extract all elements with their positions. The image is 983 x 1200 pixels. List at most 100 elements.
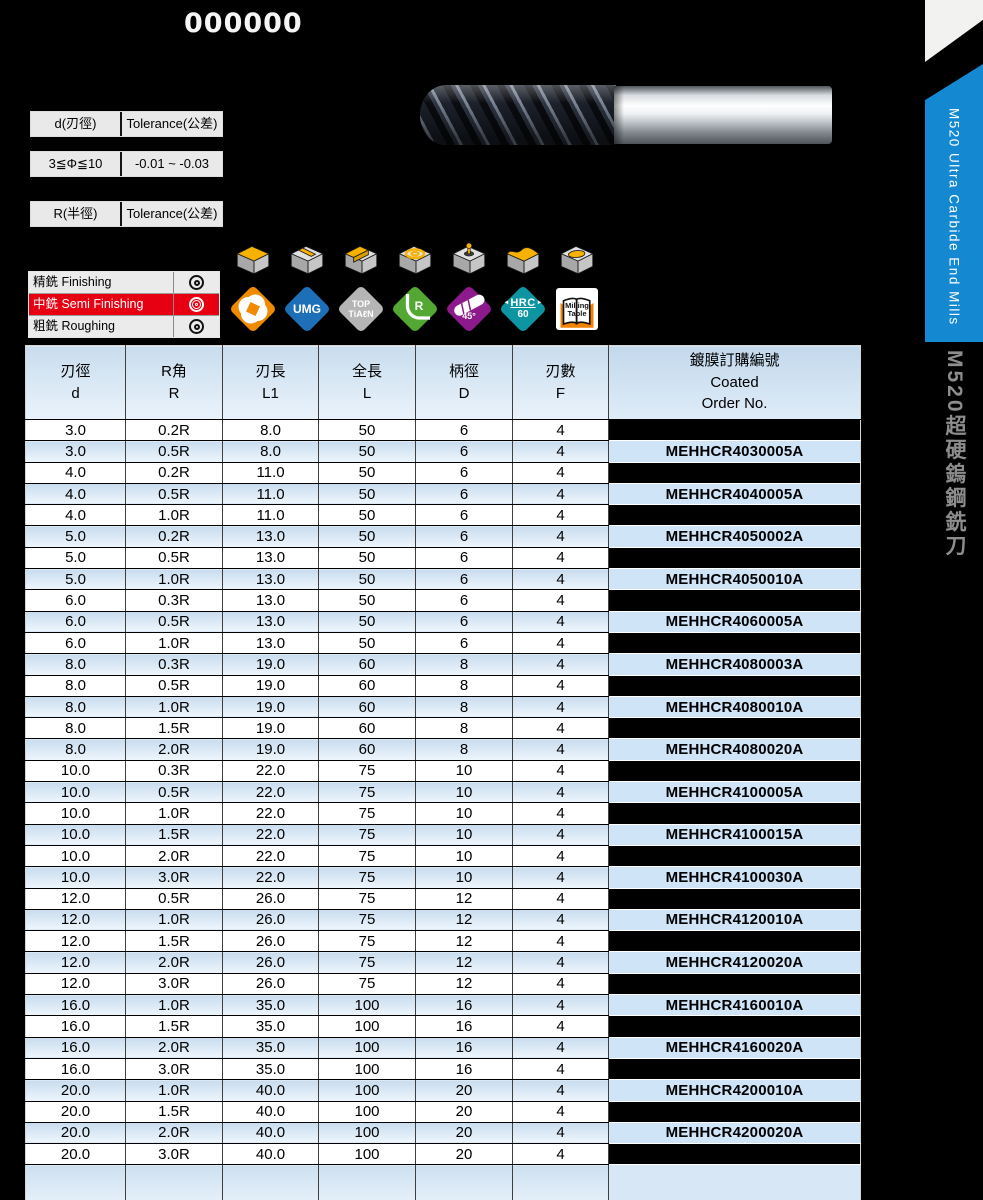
order-no-cell (608, 632, 861, 655)
order-no-cell: MEHHCR4120010A (608, 909, 861, 932)
table-row: 4.0 0.2R 11.0 50 6 4 (25, 462, 861, 484)
spec-cell: 50 (318, 504, 416, 527)
spec-cell: 4 (512, 1122, 609, 1145)
helix-45-badge: 45° (444, 284, 494, 334)
spec-cell: 11.0 (222, 483, 319, 506)
table-row: 12.0 2.0R 26.0 75 12 4 MEHHCR4120020A (25, 951, 861, 974)
spec-cell: 6 (415, 589, 513, 612)
order-no-cell: MEHHCR4050002A (608, 525, 861, 548)
spec-cell: 10.0 (25, 802, 126, 825)
spec-cell: 3.0R (125, 1143, 223, 1166)
spec-cell: 0.3R (125, 589, 223, 612)
spec-cell: 10.0 (25, 760, 126, 783)
spec-cell: 10 (415, 802, 513, 825)
corner-radius-icon (405, 294, 430, 320)
spec-cell: 16.0 (25, 994, 126, 1017)
spec-cell: 22.0 (222, 781, 319, 804)
spec-cell: 6 (415, 440, 513, 463)
table-row: 12.0 1.0R 26.0 75 12 4 MEHHCR4120010A (25, 909, 861, 932)
spec-cell: 4 (512, 419, 609, 442)
tolerance-cell: -0.01 ~ -0.03 (122, 152, 222, 176)
right-arrow-icon: ► (536, 300, 543, 306)
order-no-cell (608, 504, 861, 527)
spec-cell: 50 (318, 525, 416, 548)
spec-cell: 8.0 (222, 419, 319, 442)
table-row: 10.0 0.3R 22.0 75 10 4 (25, 760, 861, 783)
spec-cell: 50 (318, 419, 416, 442)
spec-cell: 20 (415, 1079, 513, 1102)
finishing-table: 精銑 Finishing 中銑 Semi Finishing 粗銑 Roughing (28, 271, 220, 338)
column-header: 刃徑 d (25, 345, 126, 420)
spec-cell: 6.0 (25, 589, 126, 612)
spec-cell: 3.0R (125, 973, 223, 996)
spec-cell: 10 (415, 781, 513, 804)
spec-cell: 12 (415, 888, 513, 910)
left-arrow-icon: ◄ (503, 300, 510, 306)
spec-cell: 100 (318, 1015, 416, 1038)
spec-cell: 4 (512, 760, 609, 783)
milling-label: Milling (565, 300, 589, 310)
helical-milling-icon (391, 238, 439, 280)
spec-cell: 4 (512, 951, 609, 974)
spec-cell: 8 (415, 675, 513, 697)
spec-cell: 6.0 (25, 611, 126, 633)
spec-cell: 40.0 (222, 1122, 319, 1145)
table-row: 12.0 0.5R 26.0 75 12 4 (25, 888, 861, 910)
spec-cell: 35.0 (222, 994, 319, 1017)
table-row: 3.0 0.2R 8.0 50 6 4 (25, 419, 861, 442)
table-row: 5.0 1.0R 13.0 50 6 4 MEHHCR4050010A (25, 568, 861, 591)
deg45-label: 45° (462, 311, 476, 321)
order-no-cell: MEHHCR4200020A (608, 1122, 861, 1145)
series-subtitle-text: M520超硬鎢鋼銑刀 (943, 350, 966, 559)
spec-cell: 12.0 (25, 973, 126, 996)
table-row: 12.0 1.5R 26.0 75 12 4 (25, 930, 861, 953)
spec-cell: 8 (415, 738, 513, 761)
spec-cell: 6 (415, 462, 513, 484)
face-milling-icon (229, 238, 277, 280)
column-header: 刃數 F (512, 345, 609, 420)
order-no-cell (608, 419, 861, 442)
spec-cell: 13.0 (222, 632, 319, 655)
table-row: 8.0 1.5R 19.0 60 8 4 (25, 717, 861, 740)
table-row: 10.0 2.0R 22.0 75 10 4 (25, 845, 861, 868)
spec-cell: 4 (512, 1101, 609, 1123)
spec-cell: 0.5R (125, 611, 223, 633)
feature-badges: UMG TOP TiAℓN R (228, 284, 601, 334)
spec-cell: 8.0 (25, 696, 126, 719)
spec-cell: 40.0 (222, 1101, 319, 1123)
spec-cell: 4 (512, 675, 609, 697)
spec-cell: 8 (415, 653, 513, 676)
product-photo (420, 84, 832, 146)
table-row: 20.0 1.0R 40.0 100 20 4 MEHHCR4200010A (25, 1079, 861, 1102)
hrc-value: 60 (517, 309, 529, 320)
spec-cell: 1.0R (125, 1079, 223, 1102)
order-no-cell (608, 547, 861, 570)
order-no-cell (608, 1058, 861, 1081)
table-row: 5.0 0.2R 13.0 50 6 4 MEHHCR4050002A (25, 525, 861, 548)
spec-cell: 60 (318, 738, 416, 761)
spec-cell: 4 (512, 781, 609, 804)
spec-cell: 26.0 (222, 909, 319, 932)
order-no-cell (608, 760, 861, 783)
spec-cell: 1.5R (125, 824, 223, 846)
spec-cell: 2.0R (125, 1037, 223, 1059)
spec-cell: 60 (318, 696, 416, 719)
spec-cell: 50 (318, 483, 416, 506)
table-row: 3.0 0.5R 8.0 50 6 4 MEHHCR4030005A (25, 440, 861, 463)
spec-cell (415, 1164, 513, 1200)
spec-cell: 75 (318, 760, 416, 783)
table-row: 16.0 1.0R 35.0 100 16 4 MEHHCR4160010A (25, 994, 861, 1017)
empty-filler-row (25, 1164, 861, 1200)
spec-cell: 4 (512, 1143, 609, 1166)
tolerance-table-0: d(刃徑) Tolerance(公差) (30, 111, 223, 137)
spec-cell: 6.0 (25, 632, 126, 655)
spec-cell: 0.5R (125, 483, 223, 506)
spec-cell: 1.5R (125, 1101, 223, 1123)
spec-cell: 6 (415, 504, 513, 527)
spec-cell: 0.5R (125, 888, 223, 910)
spec-cell: 12 (415, 973, 513, 996)
spec-table: 刃徑 d R角 R 刃長 L1 全長 L 柄徑 D 刃數 F 鍍膜訂購編號 Coated Order No.… (25, 345, 861, 1200)
spec-cell: 4 (512, 824, 609, 846)
order-no-cell (608, 462, 861, 484)
spec-cell: 20 (415, 1122, 513, 1145)
